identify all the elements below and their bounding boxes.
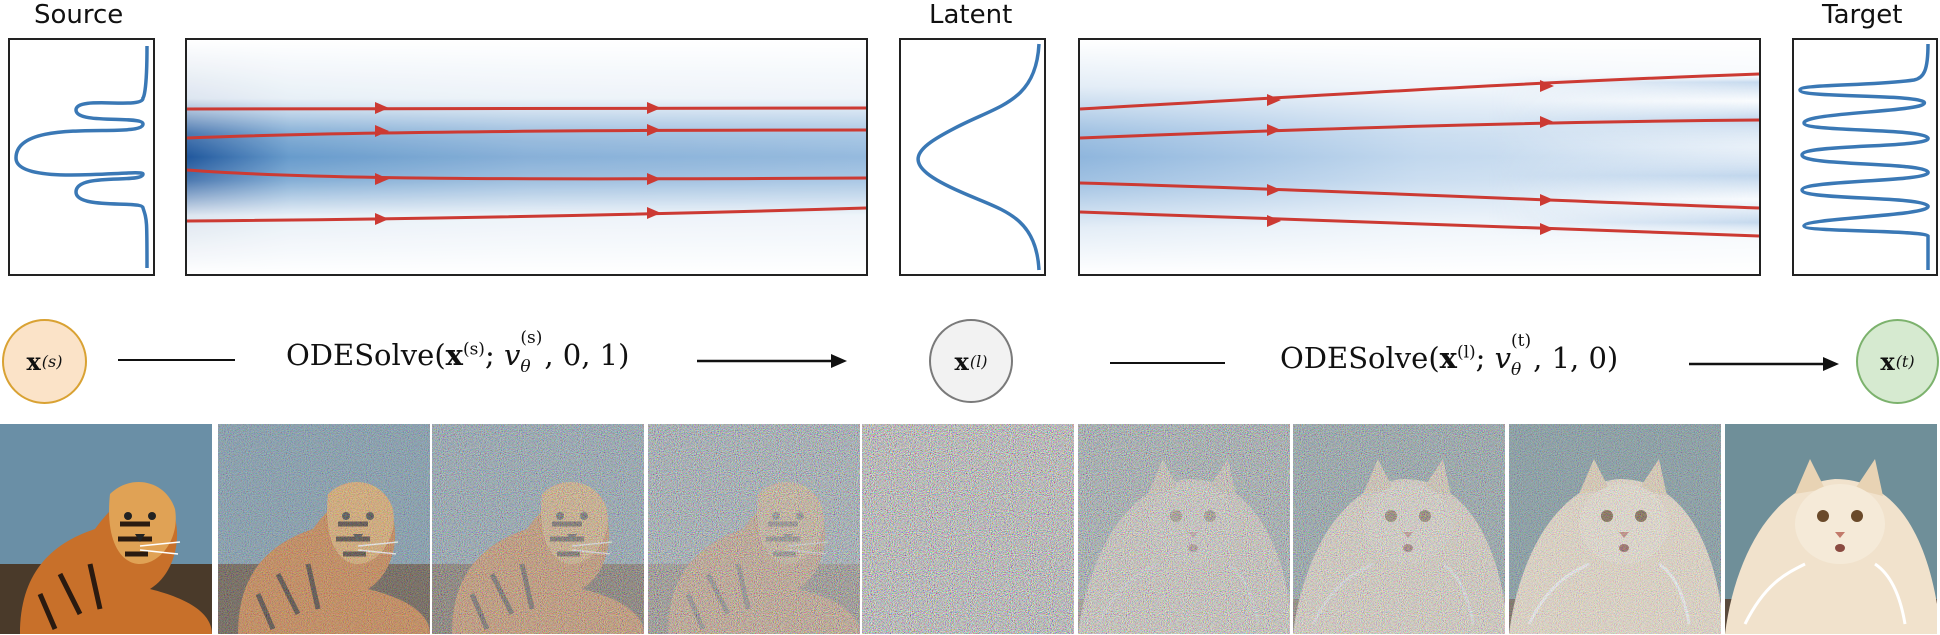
arrowhead [647, 124, 661, 136]
backward-eq-var-sup: (l) [1456, 342, 1476, 363]
arrowhead [1540, 194, 1554, 206]
tiger-source-image [0, 424, 212, 634]
gaussian-noise-overlay [1078, 424, 1290, 634]
backward-trajectory-4 [1080, 210, 1759, 238]
arrowhead [1267, 215, 1281, 227]
forward-trajectory-4 [187, 206, 866, 223]
arrowhead [375, 213, 389, 225]
forward-eq-sep: ; [484, 338, 504, 372]
backward-flow-panel [1078, 38, 1761, 276]
source-node-superscript: (s) [41, 352, 63, 371]
backward-eq-field: v [1494, 341, 1512, 375]
backward-eq-field-sub: θ [1511, 360, 1522, 380]
backward-trajectory-1 [1080, 72, 1759, 111]
cat-noisy-image-2 [1293, 424, 1505, 634]
backward-connector-line [1110, 362, 1225, 364]
forward-eq-field-sub: θ [520, 357, 531, 377]
backward-eq-sep: ; [1475, 341, 1495, 375]
latent-title: Latent [929, 0, 1013, 30]
arrowhead [375, 173, 389, 185]
arrowhead [1540, 116, 1554, 128]
tiger-noisy-image-3 [648, 424, 860, 634]
forward-eq-args: , 0, 1) [544, 338, 630, 372]
forward-eq-var-sup: (s) [462, 339, 485, 360]
arrowhead [1267, 184, 1281, 196]
gaussian-noise-overlay [432, 424, 644, 634]
forward-eq-field-sup: (s) [520, 328, 543, 348]
gaussian-noise-overlay [218, 424, 430, 634]
source-density-panel [8, 38, 155, 276]
cat-target-image [1725, 424, 1937, 634]
backward-ode-equation: ODESolve(x(l); v (t) θ , 1, 0) [1280, 333, 1619, 380]
target-density-panel [1792, 38, 1938, 276]
source-density-curve [14, 45, 149, 269]
source-node: x (s) [2, 319, 87, 404]
source-title: Source [34, 0, 124, 30]
backward-trajectory-3 [1080, 181, 1759, 210]
backward-eq-field-sup: (t) [1511, 331, 1532, 351]
gaussian-noise-overlay [862, 424, 1074, 634]
backward-eq-prefix: ODESolve( [1280, 341, 1440, 375]
tiger-noisy-image-2 [432, 424, 644, 634]
backward-eq-var: x [1439, 341, 1457, 375]
arrowhead [1540, 80, 1554, 92]
target-node: x (t) [1856, 319, 1939, 404]
backward-eq-args: , 1, 0) [1533, 341, 1619, 375]
forward-ode-equation: ODESolve(x(s); v (s) θ, 0, 1) [286, 330, 630, 377]
arrowhead [375, 125, 389, 137]
backward-trajectory-2 [1080, 118, 1759, 140]
source-node-symbol: x [26, 347, 41, 376]
latent-node: x (l) [929, 319, 1013, 403]
latent-noise-image [862, 424, 1074, 634]
arrowhead [647, 102, 661, 114]
target-node-superscript: (t) [1895, 352, 1915, 371]
latent-density-curve [916, 43, 1041, 271]
tiger-noisy-image-1 [218, 424, 430, 634]
target-title: Target [1822, 0, 1903, 30]
forward-trajectory-3 [187, 168, 866, 181]
arrowhead [375, 102, 389, 114]
gaussian-noise-overlay [1509, 424, 1721, 634]
forward-eq-prefix: ODESolve( [286, 338, 446, 372]
latent-node-symbol: x [954, 346, 969, 376]
backward-arrow [1689, 357, 1839, 371]
forward-flow-panel [185, 38, 868, 276]
gaussian-noise-overlay [1293, 424, 1505, 634]
arrowhead [1267, 94, 1281, 106]
gaussian-noise-overlay [648, 424, 860, 634]
cat-noisy-image-3 [1509, 424, 1721, 634]
target-density-curve [1798, 43, 1930, 270]
latent-node-superscript: (l) [969, 351, 988, 371]
forward-eq-var: x [445, 338, 463, 372]
forward-connector-line [118, 359, 235, 361]
latent-density-panel [899, 38, 1046, 276]
forward-arrow [697, 354, 847, 368]
arrowhead [647, 173, 661, 185]
forward-eq-field: v [503, 338, 521, 372]
forward-trajectory-2 [187, 128, 866, 140]
arrowhead [1540, 223, 1554, 235]
cat-noisy-image-1 [1078, 424, 1290, 634]
arrowhead [647, 207, 661, 219]
arrowhead [1267, 124, 1281, 136]
forward-trajectory-1 [187, 106, 866, 111]
target-node-symbol: x [1880, 347, 1895, 376]
